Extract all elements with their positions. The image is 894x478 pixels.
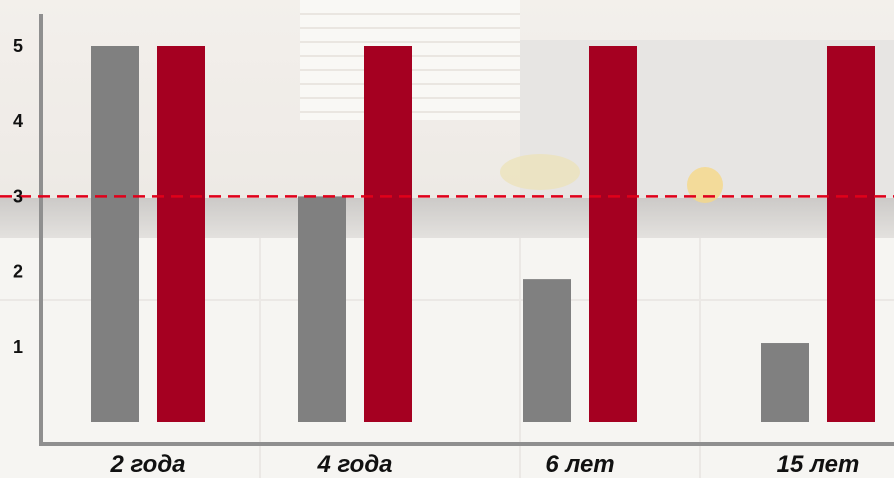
bar-2-2	[364, 46, 412, 422]
bar-1-2	[298, 196, 346, 422]
bar-1-3	[523, 279, 571, 422]
x-category-label-4: 15 лет	[777, 451, 860, 478]
bar-1-1	[91, 46, 139, 422]
bar-2-1	[157, 46, 205, 422]
x-category-label-2: 4 года	[316, 451, 392, 478]
bars-group	[91, 46, 875, 422]
x-category-label-3: 6 лет	[545, 451, 614, 478]
y-tick-label-1: 1	[13, 337, 23, 357]
y-tick-label-4: 4	[13, 111, 23, 131]
y-tick-label-2: 2	[13, 262, 23, 282]
bar-1-4	[761, 343, 809, 422]
y-tick-label-5: 5	[13, 36, 23, 56]
bar-2-3	[589, 46, 637, 422]
chart-axes	[39, 14, 894, 446]
y-tick-labels: 1 2 3 4 5	[13, 36, 23, 357]
y-tick-label-3: 3	[13, 186, 23, 206]
x-category-labels: 2 года 4 года 6 лет 15 лет	[109, 451, 859, 478]
x-category-label-1: 2 года	[109, 451, 185, 478]
bar-2-4	[827, 46, 875, 422]
